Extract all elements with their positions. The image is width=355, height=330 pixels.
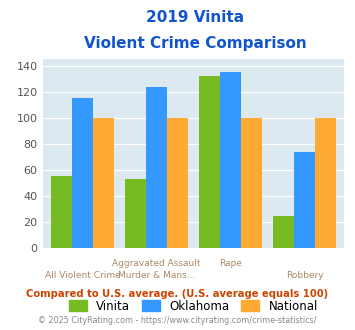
Bar (146, 87, 167, 248)
Text: Compared to U.S. average. (U.S. average equals 100): Compared to U.S. average. (U.S. average … (26, 289, 329, 299)
Bar (125, 179, 146, 248)
Text: Robbery: Robbery (286, 271, 323, 280)
Text: All Violent Crime: All Violent Crime (45, 271, 120, 280)
Bar (241, 118, 262, 248)
Text: © 2025 CityRating.com - https://www.cityrating.com/crime-statistics/: © 2025 CityRating.com - https://www.city… (38, 316, 317, 325)
Text: Murder & Mans...: Murder & Mans... (118, 271, 195, 280)
Bar (72, 98, 93, 248)
Legend: Vinita, Oklahoma, National: Vinita, Oklahoma, National (65, 295, 322, 317)
Bar (220, 72, 241, 248)
Bar (294, 151, 315, 248)
Bar (51, 176, 72, 248)
Bar (315, 118, 336, 248)
Bar (167, 118, 188, 248)
Text: Rape: Rape (219, 259, 242, 268)
Text: 2019 Vinita: 2019 Vinita (146, 10, 244, 25)
Bar (93, 118, 114, 248)
Text: Violent Crime Comparison: Violent Crime Comparison (84, 36, 307, 51)
Text: Aggravated Assault: Aggravated Assault (112, 259, 201, 268)
Bar (199, 76, 220, 248)
Bar (273, 216, 294, 248)
